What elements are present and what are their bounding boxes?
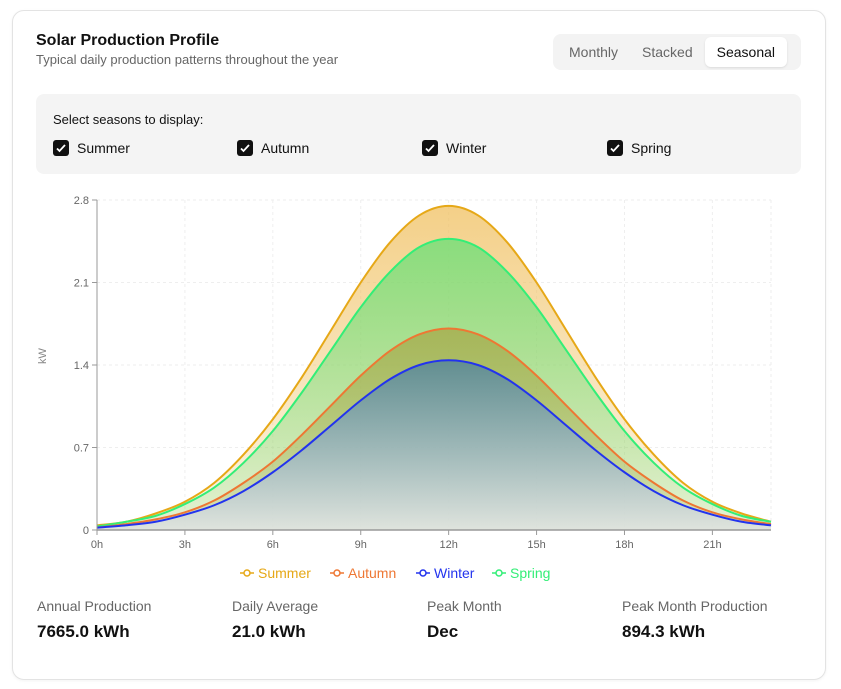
line-autumn xyxy=(96,327,772,529)
stat-value: 7665.0 kWh xyxy=(37,622,130,641)
stat-label: Daily Average xyxy=(232,598,319,614)
x-tick-label: 18h xyxy=(615,539,633,551)
checkbox-label: Winter xyxy=(446,140,487,156)
legend-circle-icon xyxy=(333,569,341,577)
stat-daily-average: Daily Average 21.0 kWh xyxy=(232,598,318,642)
legend-circle-icon xyxy=(419,569,427,577)
x-tick-label: 0h xyxy=(91,539,103,551)
y-tick-label: 2.8 xyxy=(74,195,89,207)
tab-seasonal[interactable]: Seasonal xyxy=(704,37,788,67)
line-winter xyxy=(96,359,772,529)
x-tick-label: 6h xyxy=(267,539,279,551)
x-tick-label: 21h xyxy=(703,539,721,551)
tab-stacked[interactable]: Stacked xyxy=(642,44,693,60)
stat-annual-production: Annual Production 7665.0 kWh xyxy=(37,598,151,642)
x-tick-label: 3h xyxy=(179,539,191,551)
area-winter xyxy=(97,360,771,530)
stat-value: 894.3 kWh xyxy=(622,622,706,641)
stat-label: Peak Month Production xyxy=(622,598,768,614)
checkbox-winter[interactable]: Winter xyxy=(422,140,486,156)
y-axis-label: kW xyxy=(37,347,49,364)
legend-label: Summer xyxy=(258,565,311,581)
legend-circle-icon xyxy=(495,569,503,577)
seasonal-chart: 0 0.7 1.4 2.1 2.8 0h 3h 6h 9h 12h 15h 18h 21h kW Summe… xyxy=(37,195,772,581)
stat-peak-month-production: Peak Month Production 894.3 kWh xyxy=(622,598,768,642)
stat-value: 21.0 kWh xyxy=(232,622,306,641)
checkbox-autumn[interactable]: Autumn xyxy=(237,140,309,156)
legend-label: Winter xyxy=(434,565,475,581)
card-title: Solar Production Profile xyxy=(36,32,220,49)
stat-label: Annual Production xyxy=(37,598,152,614)
legend-summer[interactable]: Summer xyxy=(240,565,311,581)
filter-label: Select seasons to display: xyxy=(53,112,204,127)
y-tick-label: 0.7 xyxy=(74,443,89,455)
checkbox-label: Autumn xyxy=(261,140,310,156)
y-tick-label: 0 xyxy=(83,525,89,537)
x-tick-label: 12h xyxy=(439,539,457,551)
legend-spring[interactable]: Spring xyxy=(492,565,550,581)
season-filter: Select seasons to display: Summer Autumn… xyxy=(36,94,801,174)
line-spring xyxy=(96,237,772,528)
check-icon xyxy=(53,140,69,156)
line-summer xyxy=(96,204,772,527)
legend-autumn[interactable]: Autumn xyxy=(330,565,396,581)
y-tick-label: 1.4 xyxy=(74,360,89,372)
checkbox-label: Summer xyxy=(77,140,130,156)
legend-circle-icon xyxy=(243,569,251,577)
x-tick-label: 9h xyxy=(355,539,367,551)
x-tick-label: 15h xyxy=(527,539,545,551)
check-icon xyxy=(237,140,253,156)
legend-label: Spring xyxy=(510,565,550,581)
legend-label: Autumn xyxy=(348,565,396,581)
stat-peak-month: Peak Month Dec xyxy=(427,598,502,642)
legend-winter[interactable]: Winter xyxy=(416,565,475,581)
tab-monthly[interactable]: Monthly xyxy=(569,44,619,60)
view-tabs: Monthly Stacked Seasonal xyxy=(553,34,801,70)
check-icon xyxy=(422,140,438,156)
checkbox-spring[interactable]: Spring xyxy=(607,140,671,156)
checkbox-label: Spring xyxy=(631,140,672,156)
stat-label: Peak Month xyxy=(427,598,502,614)
y-tick-label: 2.1 xyxy=(74,278,89,290)
stat-value: Dec xyxy=(427,622,459,641)
checkbox-summer[interactable]: Summer xyxy=(53,140,130,156)
check-icon xyxy=(607,140,623,156)
card-subtitle: Typical daily production patterns throug… xyxy=(36,52,339,67)
